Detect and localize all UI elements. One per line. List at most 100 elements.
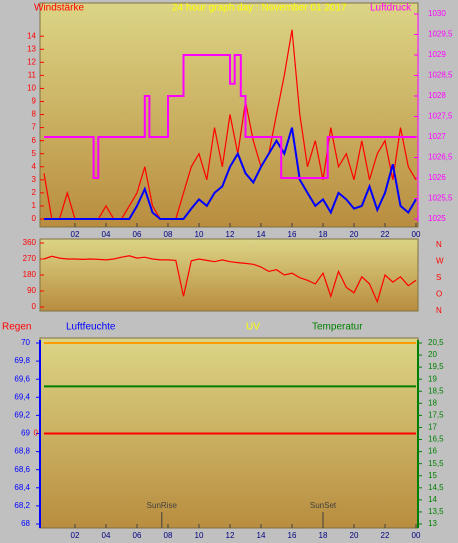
y-tick-label: 1025 — [428, 214, 446, 223]
x-tick-label: 02 — [71, 230, 80, 239]
direction-label: W — [436, 257, 444, 266]
x-tick-label: 16 — [288, 230, 297, 239]
y-tick-label: 1025,5 — [428, 194, 453, 203]
y-tick-label: 17,5 — [428, 411, 444, 420]
y-tick-label: 9 — [32, 97, 37, 106]
y-tick-label: 15 — [428, 471, 437, 480]
legend-humidity: Luftfeuchte — [66, 322, 116, 333]
legend-temperature: Temperatur — [312, 322, 363, 333]
y-tick-label: 1028,5 — [428, 71, 453, 80]
series-line — [44, 54, 416, 179]
x-tick-label: 20 — [350, 230, 359, 239]
y-tick-label: 12 — [27, 57, 36, 66]
y-tick-label: 14,5 — [428, 483, 444, 492]
y-tick-label: 8 — [32, 110, 37, 119]
y-tick-label: 3 — [32, 175, 37, 184]
y-tick-label: 360 — [23, 238, 37, 247]
y-tick-label: 16,5 — [428, 435, 444, 444]
y-tick-label: 7 — [32, 123, 37, 132]
y-tick-label: 14 — [27, 31, 36, 40]
x-tick-label: 12 — [226, 531, 235, 540]
annotation: SunRise — [147, 501, 178, 510]
x-tick-label: 12 — [226, 230, 235, 239]
direction-label: N — [436, 306, 442, 315]
legend-rain: Regen — [2, 322, 31, 333]
x-tick-label: 00 — [412, 531, 421, 540]
y-tick-label: 20 — [428, 350, 437, 359]
x-tick-label: 10 — [195, 531, 204, 540]
series-line — [44, 127, 417, 220]
y-tick-label: 1 — [32, 201, 37, 210]
y-tick-label: 11 — [28, 70, 37, 79]
series-line — [43, 29, 417, 220]
y-tick-label: 4 — [32, 162, 37, 171]
y-tick-label: 16 — [428, 447, 437, 456]
y-tick-label: 1029,5 — [428, 30, 453, 39]
y-tick-label: 180 — [23, 270, 37, 279]
y-tick-label: 69,6 — [14, 374, 30, 383]
x-tick-label: 04 — [102, 531, 111, 540]
x-tick-label: 14 — [257, 531, 266, 540]
x-tick-label: 00 — [412, 230, 421, 239]
y-tick-label: 68 — [21, 519, 30, 528]
y-tick-label: 17 — [428, 423, 437, 432]
legend-pressure: Luftdruck — [370, 3, 412, 14]
y-tick-label: 68,2 — [14, 501, 30, 510]
y-tick-label: 69,8 — [14, 356, 30, 365]
x-tick-label: 06 — [133, 230, 142, 239]
y-tick-label: 15,5 — [428, 459, 444, 468]
y-tick-label: 5 — [32, 149, 37, 158]
y-tick-label: 2 — [32, 188, 37, 197]
direction-label: O — [436, 290, 442, 299]
series-line — [43, 255, 417, 304]
y-tick-label: 13,5 — [428, 507, 444, 516]
y-tick-label: 1029 — [428, 50, 446, 59]
legend-uv: UV — [246, 322, 260, 333]
y-tick-label: 19 — [428, 374, 437, 383]
y-tick-label: 6 — [32, 136, 37, 145]
x-tick-label: 18 — [319, 230, 328, 239]
x-tick-label: 14 — [257, 230, 266, 239]
y-tick-label: 1028 — [428, 91, 446, 100]
y-tick-label: 1026 — [428, 173, 446, 182]
legend-wind: Windstärke — [34, 3, 84, 14]
y-tick-label: 0 — [32, 214, 37, 223]
y-tick-label: 69,4 — [14, 392, 30, 401]
y-tick-label: 270 — [23, 254, 37, 263]
y-tick-label: 20,5 — [428, 338, 444, 347]
y-tick-label: 90 — [27, 286, 36, 295]
x-tick-label: 04 — [102, 230, 111, 239]
chart-title: 24 hour graph day : November 01 2017 — [172, 3, 347, 14]
y-tick-label: 13 — [428, 519, 437, 528]
y-tick-label: 18 — [428, 398, 437, 407]
x-tick-label: 20 — [350, 531, 359, 540]
y-tick-label: 70 — [21, 338, 30, 347]
y-tick-label: 1026,5 — [428, 153, 453, 162]
y-tick-label: 1030 — [428, 9, 446, 18]
x-tick-label: 16 — [288, 531, 297, 540]
y-tick-label: 10 — [27, 84, 36, 93]
annotation: SunSet — [310, 501, 337, 510]
direction-label: N — [436, 240, 442, 249]
x-tick-label: 06 — [133, 531, 142, 540]
y-tick-label: 19,5 — [428, 362, 444, 371]
x-tick-label: 22 — [381, 531, 390, 540]
x-tick-label: 22 — [381, 230, 390, 239]
y-tick-label: 1027,5 — [428, 112, 453, 121]
x-tick-label: 10 — [195, 230, 204, 239]
y-tick-label: 13 — [27, 44, 36, 53]
direction-plot-area — [39, 238, 419, 312]
y-tick-label: 0 — [32, 302, 37, 311]
y-tick-label: 68,8 — [14, 447, 30, 456]
wind-plot-area — [39, 2, 419, 228]
x-tick-label: 02 — [71, 531, 80, 540]
x-tick-label: 08 — [164, 531, 173, 540]
direction-label: S — [436, 273, 441, 282]
rain-tick-label: 0 — [34, 429, 39, 438]
y-tick-label: 68,6 — [14, 465, 30, 474]
x-tick-label: 08 — [164, 230, 173, 239]
y-tick-label: 68,4 — [14, 483, 30, 492]
x-tick-label: 18 — [319, 531, 328, 540]
y-tick-label: 14 — [428, 495, 437, 504]
